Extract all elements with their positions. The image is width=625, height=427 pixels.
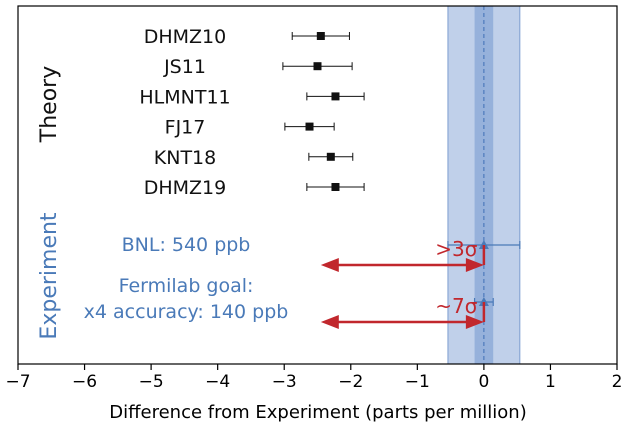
theory-point — [306, 92, 365, 101]
experiment-marker — [478, 297, 489, 306]
theory-point — [284, 122, 335, 131]
theory-marker — [331, 92, 340, 101]
theory-marker — [316, 32, 325, 40]
experiment-group-label: Experiment — [37, 212, 62, 339]
sigma-arrow: >3σ — [320, 237, 486, 272]
x-tick-label: −1 — [405, 372, 430, 392]
theory-point — [282, 62, 353, 71]
theory-label: DHMZ10 — [144, 26, 227, 48]
theory-point — [308, 152, 354, 161]
theory-marker — [305, 122, 314, 131]
theory-group-label: Theory — [37, 66, 62, 143]
x-tick-label: 2 — [612, 372, 623, 392]
theory-point — [291, 32, 350, 40]
x-tick-label: −4 — [205, 372, 230, 392]
experiment-label: BNL: 540 ppb — [122, 234, 251, 256]
x-tick-label: −3 — [272, 372, 297, 392]
theory-label: DHMZ19 — [144, 177, 227, 199]
theory-label: FJ17 — [165, 117, 206, 139]
arrow-head-right — [465, 258, 484, 272]
theory-label: HLMNT11 — [139, 86, 230, 108]
experiment-label: x4 accuracy: 140 ppb — [84, 301, 289, 323]
x-tick-label: −6 — [72, 372, 97, 392]
x-tick-label: −7 — [5, 372, 30, 392]
theory-marker — [326, 152, 335, 161]
experiment-points: BNL: 540 ppb >3σ Fermilab goal: x4 accuracy… — [84, 234, 521, 329]
arrow-head-left — [320, 258, 339, 272]
experiment-marker — [478, 240, 489, 249]
theory-marker — [313, 62, 322, 71]
x-tick-label: 1 — [545, 372, 556, 392]
sigma-annotation: >3σ — [435, 237, 477, 261]
theory-marker — [331, 183, 340, 191]
x-tick-label: 0 — [478, 372, 489, 392]
theory-point — [306, 183, 365, 191]
x-axis-label: Difference from Experiment (parts per mi… — [109, 402, 527, 423]
sigma-arrow: ~7σ — [320, 294, 486, 329]
experiment-label: Fermilab goal: — [119, 275, 254, 297]
sigma-annotation: ~7σ — [435, 294, 477, 318]
theory-label: KNT18 — [154, 147, 216, 169]
arrow-head-left — [320, 315, 339, 329]
theory-points: DHMZ10 JS11 HLMNT11 FJ17 KNT18 DHMZ19 — [139, 26, 365, 199]
theory-label: JS11 — [163, 56, 206, 78]
arrow-head-right — [465, 315, 484, 329]
x-tick-label: −5 — [139, 372, 164, 392]
x-tick-label: −2 — [338, 372, 363, 392]
axes: −7 −6 −5 −4 −3 −2 −1 0 1 2 — [5, 5, 623, 392]
plot-frame — [17, 5, 618, 365]
